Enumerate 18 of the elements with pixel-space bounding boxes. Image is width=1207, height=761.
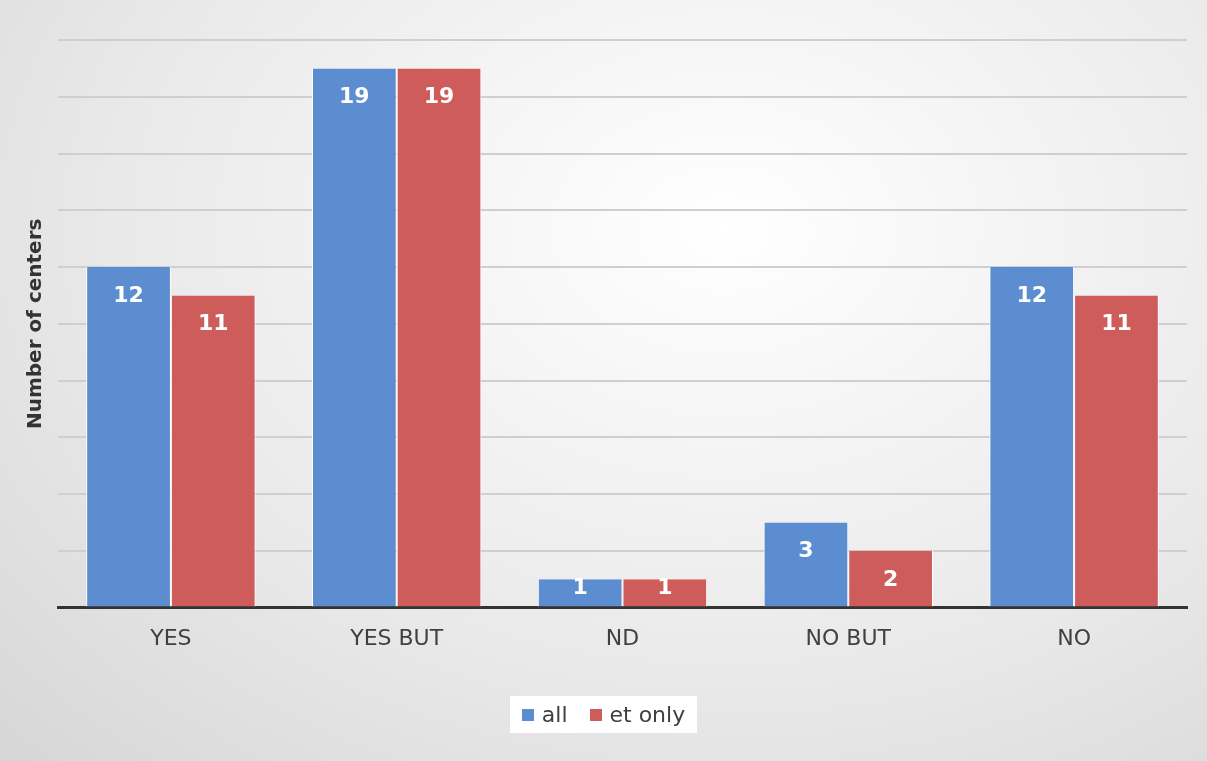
data-label: 1 [657,573,673,599]
data-label: 11 [1101,310,1132,336]
data-label: 19 [339,83,370,109]
data-label: 2 [882,565,899,591]
x-tick-label: ND [605,624,640,650]
legend-label: all [541,702,568,727]
data-label: 3 [798,537,814,563]
data-label: 12 [113,281,144,307]
x-tick-label: NO [1057,624,1091,650]
data-label: 1 [572,573,588,599]
x-tick-label: YES BUT [349,624,444,650]
legend-label: et only [609,702,686,727]
data-label: 19 [423,83,455,109]
data-label: 11 [197,310,229,336]
y-axis-title: Number of centers [22,218,47,430]
x-tick-label: YES [149,624,192,650]
data-label: 12 [1016,281,1048,307]
x-tick-label: NO BUT [805,624,892,650]
